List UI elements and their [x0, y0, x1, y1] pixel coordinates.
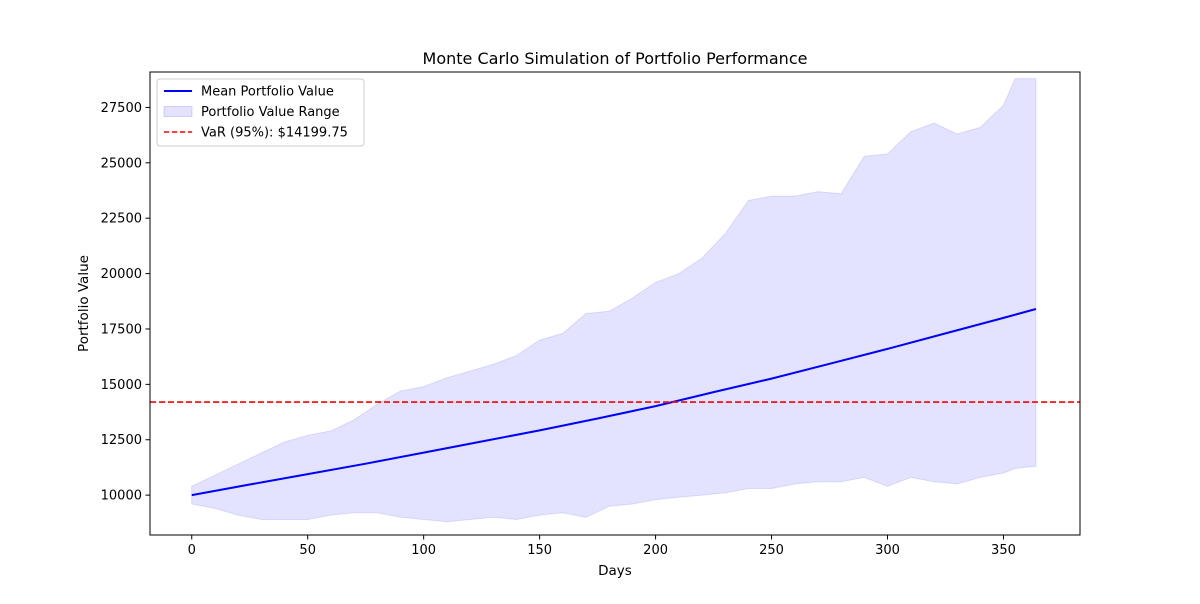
legend-swatch-range: [163, 106, 193, 117]
legend-label-var: VaR (95%): $14199.75: [201, 126, 348, 141]
y-tick-label: 20000: [101, 267, 142, 282]
x-axis-label: Days: [598, 563, 632, 579]
y-axis-ticks: 10000 12500 15000 17500 20000 22500 25000 27500: [101, 101, 150, 504]
y-tick-label: 25000: [101, 156, 142, 171]
y-axis-label: Portfolio Value: [76, 255, 92, 352]
y-tick-label: 15000: [101, 378, 142, 393]
y-tick-label: 17500: [101, 322, 142, 337]
chart-title: Monte Carlo Simulation of Portfolio Perf…: [423, 49, 808, 68]
legend-label-mean: Mean Portfolio Value: [201, 85, 334, 100]
x-tick-label: 0: [188, 543, 196, 558]
series-portfolio-value-range-band: [191, 78, 1037, 523]
series-mean-portfolio-value-line: [191, 308, 1037, 497]
band-layer: [191, 78, 1037, 523]
x-tick-label: 100: [411, 543, 436, 558]
line-layer: [150, 308, 1080, 497]
legend-box: [156, 78, 365, 147]
x-tick-label: 200: [643, 543, 668, 558]
plot-frame: [149, 71, 1081, 536]
x-axis-ticks: 0 50 100 150 200 250 300 350: [188, 535, 1016, 558]
x-tick-label: 250: [759, 543, 784, 558]
x-tick-label: 150: [527, 543, 552, 558]
y-tick-label: 10000: [101, 489, 142, 504]
x-tick-label: 300: [875, 543, 900, 558]
x-tick-label: 50: [299, 543, 316, 558]
y-tick-label: 22500: [101, 212, 142, 227]
x-tick-label: 350: [991, 543, 1016, 558]
legend: Mean Portfolio Value Portfolio Value Rang…: [156, 78, 365, 147]
legend-label-range: Portfolio Value Range: [201, 105, 340, 120]
y-tick-label: 27500: [101, 101, 142, 116]
y-tick-label: 12500: [101, 433, 142, 448]
